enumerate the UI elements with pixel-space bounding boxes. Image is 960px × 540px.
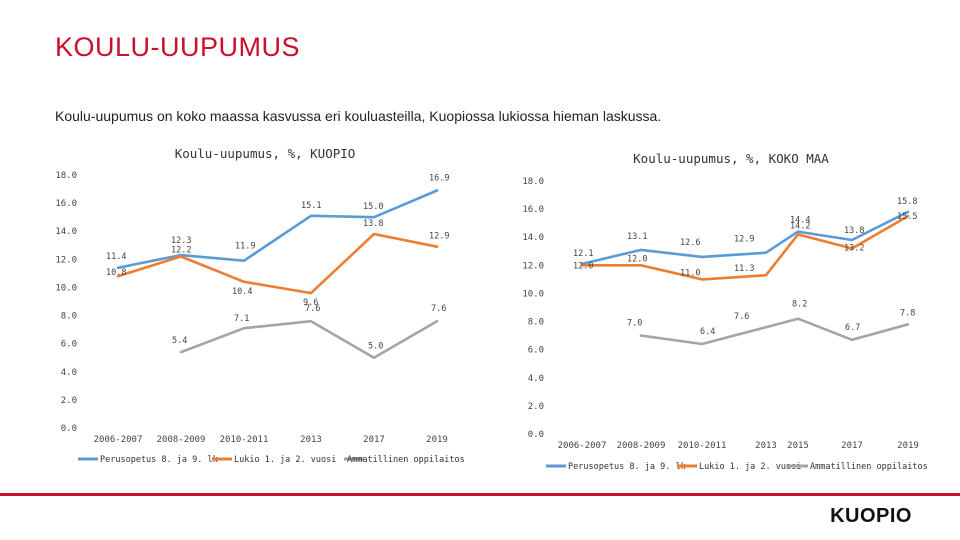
x-tick-label: 2010-2011 — [678, 441, 727, 451]
y-tick-label: 6.0 — [61, 340, 77, 350]
y-tick-label: 14.0 — [522, 233, 544, 243]
footer-divider — [0, 493, 960, 496]
data-label: 9.6 — [303, 298, 318, 308]
data-label: 8.2 — [792, 300, 807, 310]
data-label: 15.8 — [897, 197, 917, 207]
y-tick-label: 4.0 — [61, 368, 77, 378]
data-label: 13.8 — [844, 226, 864, 236]
x-tick-label: 2006-2007 — [558, 441, 607, 451]
data-label: 14.2 — [790, 221, 810, 231]
data-label: 11.0 — [680, 268, 700, 278]
legend-label: Ammatillinen oppilaitos — [810, 462, 928, 472]
data-label: 15.1 — [301, 201, 321, 211]
legend-label: Ammatillinen oppilaitos — [347, 455, 465, 465]
data-label: 10.4 — [232, 287, 252, 297]
data-label: 7.6 — [305, 304, 320, 314]
data-label: 15.5 — [897, 212, 917, 222]
x-tick-label: 2010-2011 — [220, 435, 269, 445]
series-line-1 — [116, 189, 439, 270]
data-label: 6.4 — [700, 327, 715, 337]
chart-title: Koulu-uupumus, %, KUOPIO — [175, 146, 356, 161]
y-tick-label: 14.0 — [55, 227, 77, 237]
y-tick-label: 6.0 — [528, 346, 544, 356]
y-tick-label: 18.0 — [522, 177, 544, 187]
legend-label: Lukio 1. ja 2. vuosi — [234, 455, 336, 465]
data-label: 12.0 — [627, 254, 647, 264]
data-label: 12.1 — [573, 249, 593, 259]
data-label: 7.0 — [627, 319, 642, 329]
y-tick-label: 0.0 — [61, 424, 77, 434]
y-tick-label: 4.0 — [528, 374, 544, 384]
x-tick-label: 2017 — [841, 441, 863, 451]
slide-subtitle: Koulu-uupumus on koko maassa kasvussa er… — [55, 108, 662, 124]
x-tick-label: 2017 — [363, 435, 385, 445]
data-label: 12.9 — [429, 232, 449, 242]
data-label: 7.6 — [431, 304, 446, 314]
data-label: 10.8 — [106, 268, 126, 278]
series-line-2 — [116, 232, 439, 295]
data-label: 12.9 — [734, 235, 754, 245]
data-label: 7.6 — [734, 312, 749, 322]
data-label: 13.8 — [363, 219, 383, 229]
data-label: 15.0 — [363, 202, 383, 212]
data-label: 14.4 — [790, 216, 810, 226]
x-tick-label: 2013 — [300, 435, 322, 445]
kuopio-logo: KUOPIO — [830, 505, 912, 527]
y-tick-label: 2.0 — [528, 402, 544, 412]
data-label: 5.4 — [172, 336, 187, 346]
data-label: 11.4 — [106, 252, 126, 262]
y-tick-label: 12.0 — [522, 261, 544, 271]
data-label: 7.8 — [900, 308, 915, 318]
data-label: 11.9 — [235, 242, 255, 252]
series-line-1 — [580, 210, 910, 266]
data-label: 11.3 — [734, 264, 754, 274]
y-tick-label: 2.0 — [61, 396, 77, 406]
series-line-2 — [580, 214, 910, 281]
data-label: 16.9 — [429, 173, 449, 183]
x-tick-label: 2013 — [755, 441, 777, 451]
x-tick-label: 2019 — [897, 441, 919, 451]
data-label: 12.2 — [171, 246, 191, 256]
y-tick-label: 0.0 — [528, 430, 544, 440]
x-tick-label: 2015 — [787, 441, 809, 451]
y-tick-label: 12.0 — [55, 255, 77, 265]
legend-label: Lukio 1. ja 2. vuosi — [699, 462, 801, 472]
slide-title: KOULU-UUPUMUS — [55, 32, 301, 62]
x-tick-label: 2006-2007 — [94, 435, 143, 445]
y-tick-label: 8.0 — [61, 312, 77, 322]
x-tick-label: 2019 — [426, 435, 448, 445]
data-label: 12.3 — [171, 236, 191, 246]
chart-title: Koulu-uupumus, %, KOKO MAA — [633, 151, 829, 166]
y-tick-label: 16.0 — [522, 205, 544, 215]
data-label: 13.1 — [627, 232, 647, 242]
data-label: 5.0 — [368, 342, 383, 352]
x-tick-label: 2008-2009 — [157, 435, 206, 445]
data-label: 13.2 — [844, 243, 864, 253]
data-label: 12.0 — [573, 261, 593, 271]
data-label: 6.7 — [845, 323, 860, 333]
y-tick-label: 18.0 — [55, 171, 77, 181]
data-label: 7.1 — [234, 314, 249, 324]
data-label: 12.6 — [680, 238, 700, 248]
series-line-3 — [179, 319, 439, 360]
series-line-3 — [639, 317, 910, 346]
y-tick-label: 10.0 — [55, 283, 77, 293]
legend-label: Perusopetus 8. ja 9. lk — [568, 462, 686, 472]
y-tick-label: 10.0 — [522, 289, 544, 299]
legend-label: Perusopetus 8. ja 9. lk — [100, 455, 218, 465]
y-tick-label: 8.0 — [528, 318, 544, 328]
y-tick-label: 16.0 — [55, 199, 77, 209]
x-tick-label: 2008-2009 — [617, 441, 666, 451]
